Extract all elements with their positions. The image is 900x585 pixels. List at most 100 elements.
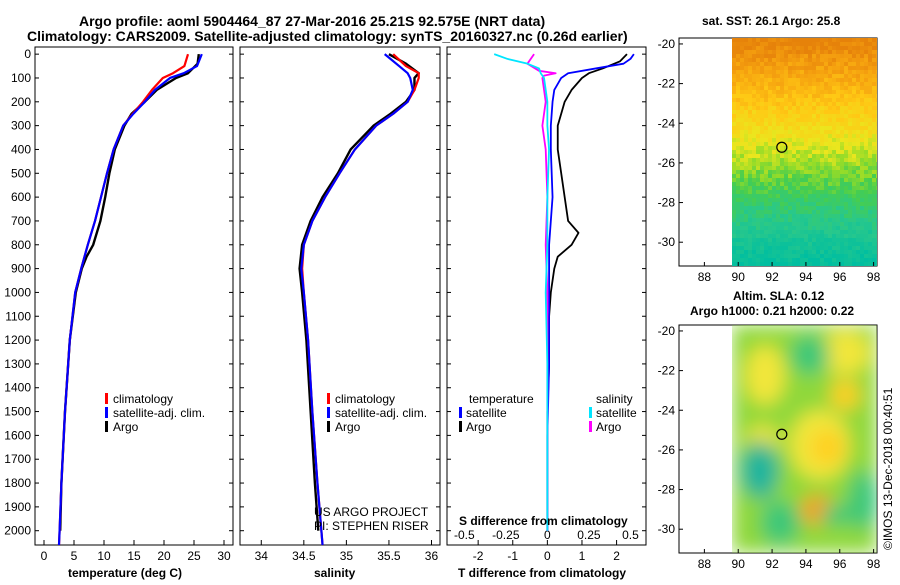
sst-cell <box>808 170 812 174</box>
sst-cell <box>876 258 877 262</box>
sst-cell <box>756 114 760 118</box>
sst-cell <box>752 214 756 218</box>
sst-cell <box>796 90 800 94</box>
sst-cell <box>832 214 836 218</box>
sst-cell <box>752 162 756 166</box>
sst-cell <box>816 162 820 166</box>
sst-cell <box>752 186 756 190</box>
sst-cell <box>780 82 784 86</box>
sst-cell <box>756 142 760 146</box>
sst-cell <box>876 250 877 254</box>
sst-cell <box>744 226 748 230</box>
sst-cell <box>792 66 796 70</box>
sst-cell <box>872 210 876 214</box>
sst-cell <box>772 50 776 54</box>
sst-cell <box>848 114 852 118</box>
sst-cell <box>760 54 764 58</box>
sst-cell <box>848 186 852 190</box>
sst-cell <box>844 198 848 202</box>
sst-cell <box>784 82 788 86</box>
sst-cell <box>848 134 852 138</box>
sst-cell <box>872 90 876 94</box>
sst-cell <box>856 126 860 130</box>
sst-cell <box>860 130 864 134</box>
sst-cell <box>776 178 780 182</box>
sst-cell <box>864 98 868 102</box>
sst-cell <box>860 110 864 114</box>
legend-satellite: satellite-adj. clim. <box>335 406 427 420</box>
sst-cell <box>864 42 868 46</box>
sst-cell <box>840 150 844 154</box>
sst-cell <box>788 62 792 66</box>
sst-cell <box>788 198 792 202</box>
sst-cell <box>848 246 852 250</box>
sst-cell <box>872 186 876 190</box>
sst-cell <box>872 114 876 118</box>
sst-cell <box>828 254 832 258</box>
sst-cell <box>800 42 804 46</box>
depth-tick-label: 0 <box>24 47 31 61</box>
sst-cell <box>772 186 776 190</box>
sst-cell <box>800 106 804 110</box>
sst-cell <box>760 142 764 146</box>
sst-cell <box>764 78 768 82</box>
sst-cell <box>828 54 832 58</box>
sst-cell <box>856 90 860 94</box>
sst-cell <box>820 114 824 118</box>
sst-cell <box>852 74 856 78</box>
sst-cell <box>836 150 840 154</box>
map-lat-tick-label: -20 <box>658 324 676 338</box>
sst-cell <box>832 166 836 170</box>
sst-cell <box>740 94 744 98</box>
sst-cell <box>820 110 824 114</box>
sst-cell <box>736 202 740 206</box>
sst-cell <box>744 50 748 54</box>
sst-cell <box>828 150 832 154</box>
sst-cell <box>872 106 876 110</box>
sst-cell <box>768 138 772 142</box>
s-difference-tick-label: 0 <box>544 528 551 542</box>
sst-cell <box>816 222 820 226</box>
sst-cell <box>864 222 868 226</box>
sst-cell <box>856 58 860 62</box>
sst-cell <box>808 134 812 138</box>
sst-cell <box>748 38 752 42</box>
sst-cell <box>876 234 877 238</box>
sst-cell <box>820 90 824 94</box>
sst-cell <box>816 42 820 46</box>
sst-cell <box>828 182 832 186</box>
sst-cell <box>796 262 800 266</box>
sst-cell <box>800 70 804 74</box>
sst-cell <box>832 218 836 222</box>
sst-cell <box>824 182 828 186</box>
sst-cell <box>800 126 804 130</box>
sst-cell <box>852 230 856 234</box>
header-line2: Climatology: CARS2009. Satellite-adjuste… <box>27 28 628 44</box>
sst-cell <box>864 170 868 174</box>
sst-cell <box>840 238 844 242</box>
sst-cell <box>860 210 864 214</box>
sst-cell <box>788 182 792 186</box>
sst-cell <box>804 70 808 74</box>
sst-cell <box>732 214 736 218</box>
sst-cell <box>744 122 748 126</box>
sst-cell <box>788 214 792 218</box>
sst-cell <box>864 106 868 110</box>
sst-cell <box>876 78 877 82</box>
sst-cell <box>744 150 748 154</box>
sst-cell <box>752 238 756 242</box>
map-lon-tick-label: 92 <box>765 557 779 571</box>
sst-cell <box>732 62 736 66</box>
sst-cell <box>868 190 872 194</box>
sst-cell <box>780 162 784 166</box>
difference-tick-label: -1 <box>507 549 518 563</box>
sst-cell <box>740 146 744 150</box>
sst-cell <box>744 222 748 226</box>
sst-cell <box>736 126 740 130</box>
sst-cell <box>752 158 756 162</box>
sst-cell <box>864 178 868 182</box>
sst-cell <box>764 254 768 258</box>
sst-cell <box>736 82 740 86</box>
sst-cell <box>848 70 852 74</box>
sst-cell <box>840 242 844 246</box>
